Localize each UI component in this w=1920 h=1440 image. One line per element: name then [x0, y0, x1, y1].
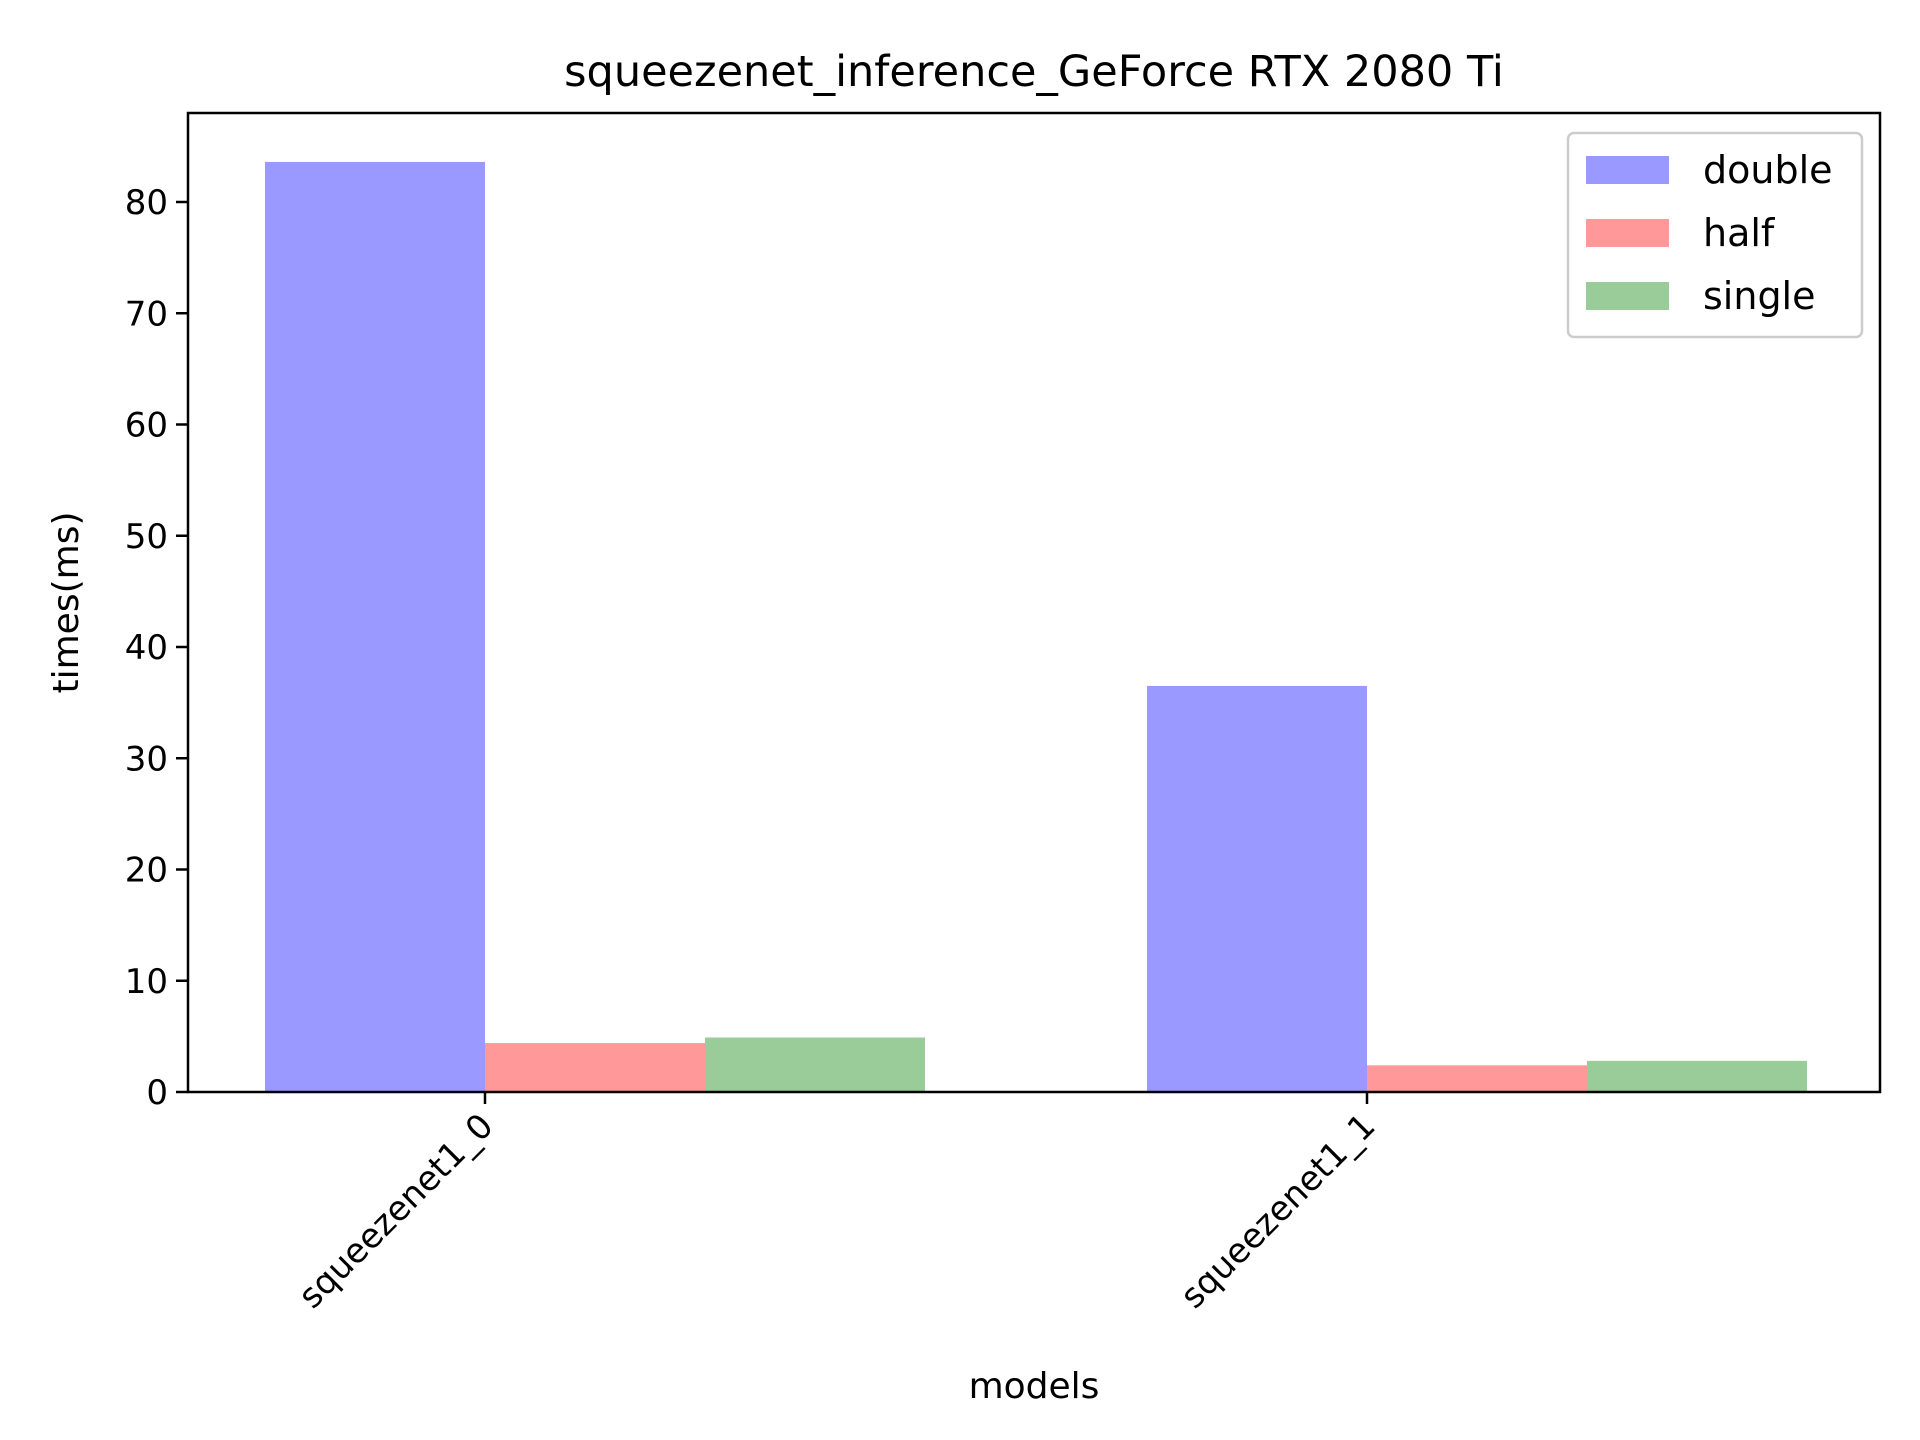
legend-label-double: double — [1703, 148, 1833, 192]
y-tick-label: 0 — [146, 1073, 168, 1113]
x-tick-label: squeezenet1_0 — [291, 1106, 501, 1316]
bar-half-squeezenet1_1 — [1367, 1065, 1587, 1092]
legend-label-half: half — [1703, 211, 1776, 255]
bar-double-squeezenet1_0 — [265, 161, 485, 1092]
legend-swatch-single — [1586, 282, 1669, 310]
y-tick-label: 20 — [125, 851, 168, 891]
legend-swatch-half — [1586, 219, 1669, 247]
x-axis: squeezenet1_0 squeezenet1_1 — [291, 1092, 1383, 1316]
bar-half-squeezenet1_0 — [485, 1043, 705, 1092]
y-tick-label: 10 — [125, 962, 168, 1002]
y-tick-label: 30 — [125, 739, 168, 779]
x-axis-label: models — [969, 1366, 1100, 1407]
chart-title: squeezenet_inference_GeForce RTX 2080 Ti — [564, 47, 1504, 97]
y-tick-label: 40 — [125, 628, 168, 668]
legend-swatch-double — [1586, 156, 1669, 184]
x-tick-label: squeezenet1_1 — [1173, 1106, 1383, 1316]
y-axis: 0 10 20 30 40 50 60 70 80 — [125, 183, 188, 1113]
plot-frame — [186, 111, 1882, 1094]
bar-single-squeezenet1_1 — [1587, 1060, 1807, 1092]
bar-double-squeezenet1_1 — [1147, 685, 1367, 1092]
y-tick-label: 60 — [125, 406, 168, 446]
y-tick-label: 50 — [125, 517, 168, 557]
y-tick-label: 80 — [125, 183, 168, 223]
bar-single-squeezenet1_0 — [705, 1037, 925, 1092]
y-tick-label: 70 — [125, 294, 168, 334]
legend-label-single: single — [1703, 274, 1816, 318]
y-axis-label: times(ms) — [46, 511, 87, 693]
bars-group — [265, 161, 1807, 1092]
legend: double half single — [1566, 131, 1864, 339]
